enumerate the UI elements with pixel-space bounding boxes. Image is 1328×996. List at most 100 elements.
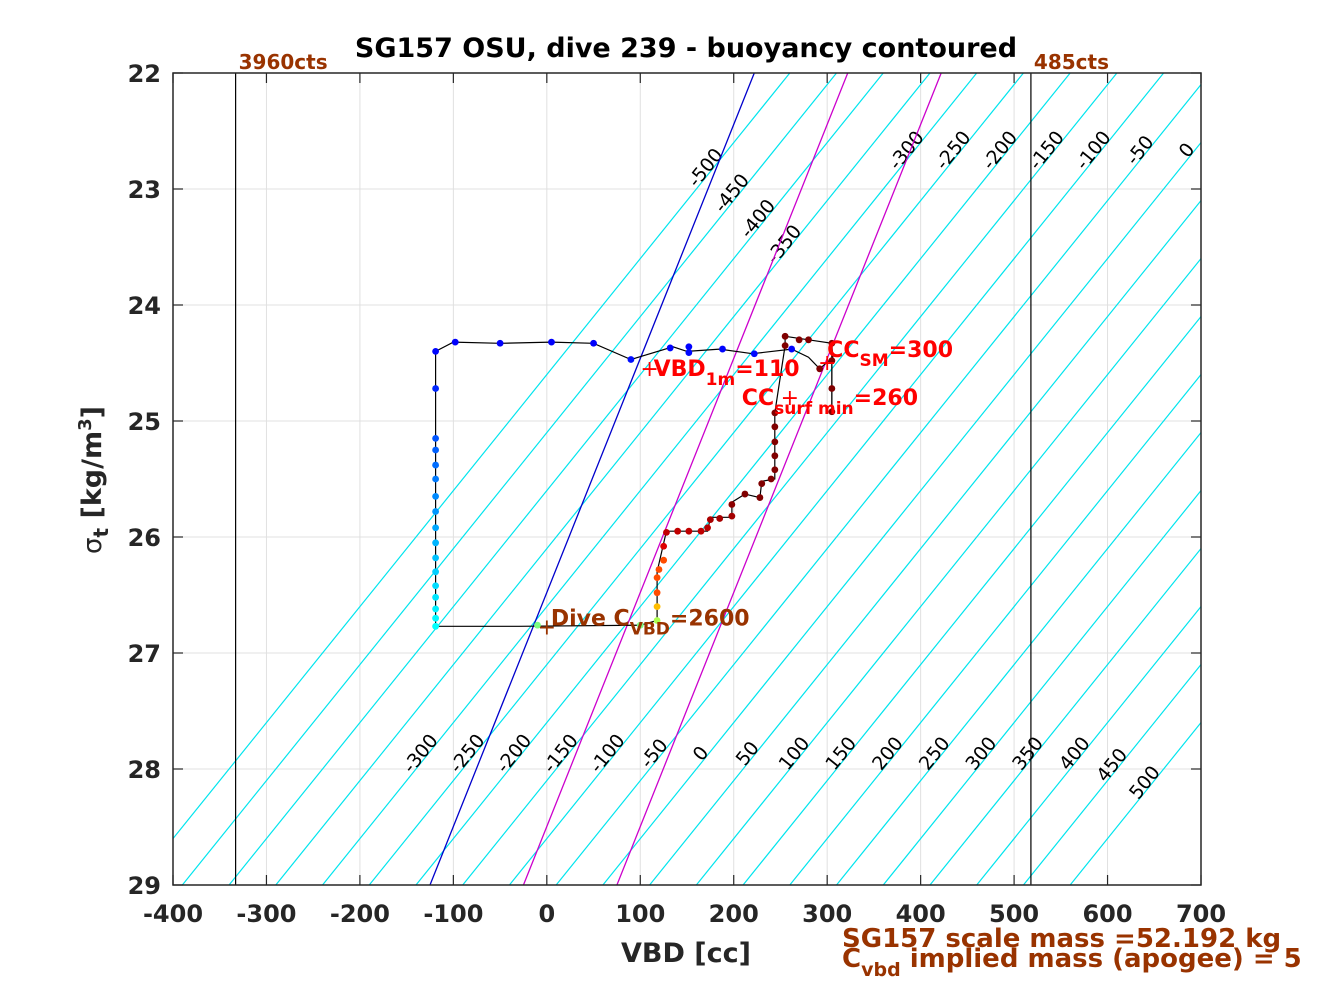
ascent-point: [771, 423, 779, 431]
ascent-point: [771, 438, 779, 446]
descent-point: [432, 582, 440, 590]
descent-point: [788, 345, 796, 353]
y-axis-label: σt [kg/m3]: [75, 406, 113, 554]
reference-line-neutral: [429, 73, 755, 885]
descent-point: [432, 385, 440, 392]
chart-title: SG157 OSU, dive 239 - buoyancy contoured: [355, 33, 1017, 64]
ascent-point: [756, 494, 764, 501]
marker-cross: +: [640, 357, 658, 382]
contour-line: [322, 73, 978, 885]
marker-annotations: +VBD1m=110 +CCSM=300+CCsurf min=260+Dive …: [538, 338, 953, 640]
ascent-point: [660, 542, 668, 550]
descent-point: [432, 446, 440, 454]
marker-label: CCsurf min=260: [742, 386, 918, 419]
descent-point: [451, 338, 459, 346]
contour-line: [836, 431, 1201, 885]
ascent-point: [728, 501, 736, 508]
descent-point: [432, 568, 440, 576]
ascent-point: [805, 336, 812, 344]
contour-line: [173, 73, 791, 840]
contour-line: [602, 141, 1201, 885]
contour-line: [181, 73, 837, 885]
contour-line: [882, 489, 1201, 885]
ascent-point: [828, 385, 836, 392]
y-axis-sub: t: [89, 527, 113, 537]
count-limit-label: 3960cts: [239, 50, 328, 74]
contour-line: [695, 257, 1201, 885]
ascent-point: [685, 527, 693, 535]
y-tick-label: 25: [128, 408, 161, 436]
y-tick-label: 26: [128, 524, 161, 552]
ascent-point: [758, 480, 766, 488]
contour-line: [1022, 663, 1201, 885]
ascent-point: [771, 466, 779, 474]
ascent-point: [816, 365, 824, 373]
contour-line: [789, 373, 1201, 885]
descent-point: [627, 356, 635, 363]
descent-point: [432, 614, 440, 622]
ascent-point: [653, 589, 661, 597]
ascent-point: [706, 516, 714, 523]
ascent-point: [697, 527, 705, 535]
contour-line: [1069, 721, 1201, 885]
ascent-point: [653, 617, 661, 624]
ascent-point: [741, 490, 749, 498]
ascent-point: [828, 408, 836, 416]
descent-point: [432, 475, 440, 483]
y-tick-label: 23: [128, 176, 161, 204]
ascent-point: [795, 336, 803, 344]
count-limit-lines: 3960cts 485cts: [235, 50, 1109, 885]
x-tick-label: 100: [615, 900, 665, 928]
footer-rest: implied mass (apogee) = 5: [901, 944, 1302, 974]
descent-point: [432, 493, 440, 500]
ascent-point: [771, 452, 779, 460]
dive-points: [432, 332, 836, 630]
ascent-point: [663, 528, 670, 536]
marker-label: VBD1m=110: [654, 357, 800, 390]
marker-label: CCSM=300: [827, 338, 953, 371]
ascent-point: [704, 524, 711, 532]
ascent-point: [828, 339, 836, 347]
marker-cross: +: [818, 351, 836, 376]
contour-line: [508, 73, 1165, 885]
descent-point: [432, 435, 440, 442]
descent-point: [432, 593, 440, 601]
y-axis-units: [kg/m: [77, 431, 108, 528]
ascent-point: [653, 603, 661, 610]
x-tick-label: 600: [1082, 900, 1132, 928]
footer-scale-mass: SG157 scale mass =52.192 kg: [842, 924, 1281, 954]
descent-point: [432, 622, 440, 630]
ascent-point: [781, 342, 789, 349]
descent-point: [750, 350, 758, 358]
y-axis-close: ]: [77, 406, 108, 418]
y-tick-label: 22: [128, 60, 161, 88]
contour-line: [228, 73, 884, 885]
ascent-point: [534, 621, 541, 629]
descent-point: [666, 344, 674, 352]
contour-line: [742, 315, 1201, 885]
contour-line: [415, 73, 1071, 885]
descent-point: [496, 339, 504, 347]
x-tick-label: -300: [236, 900, 296, 928]
footer-sub: vbd: [861, 959, 901, 981]
x-axis-label: VBD [cc]: [621, 938, 751, 969]
x-tick-label: 300: [802, 900, 852, 928]
x-tick-label: 0: [538, 900, 555, 928]
x-tick-label: 200: [709, 900, 759, 928]
y-tick-label: 27: [128, 640, 161, 668]
marker-cross: +: [781, 386, 799, 411]
contour-line: [462, 73, 1118, 885]
descent-point: [685, 343, 693, 351]
x-tick-label: -200: [330, 900, 390, 928]
ascent-point: [716, 515, 724, 522]
y-axis-sup: 3: [75, 418, 96, 431]
contour-line: [275, 73, 931, 885]
ascent-point: [636, 621, 644, 629]
descent-point: [685, 349, 693, 356]
descent-point: [548, 338, 555, 346]
reference-line-vbd-1m: [522, 73, 849, 885]
ascent-point: [828, 357, 836, 365]
reference-line-cc-surf-min: [616, 73, 942, 885]
